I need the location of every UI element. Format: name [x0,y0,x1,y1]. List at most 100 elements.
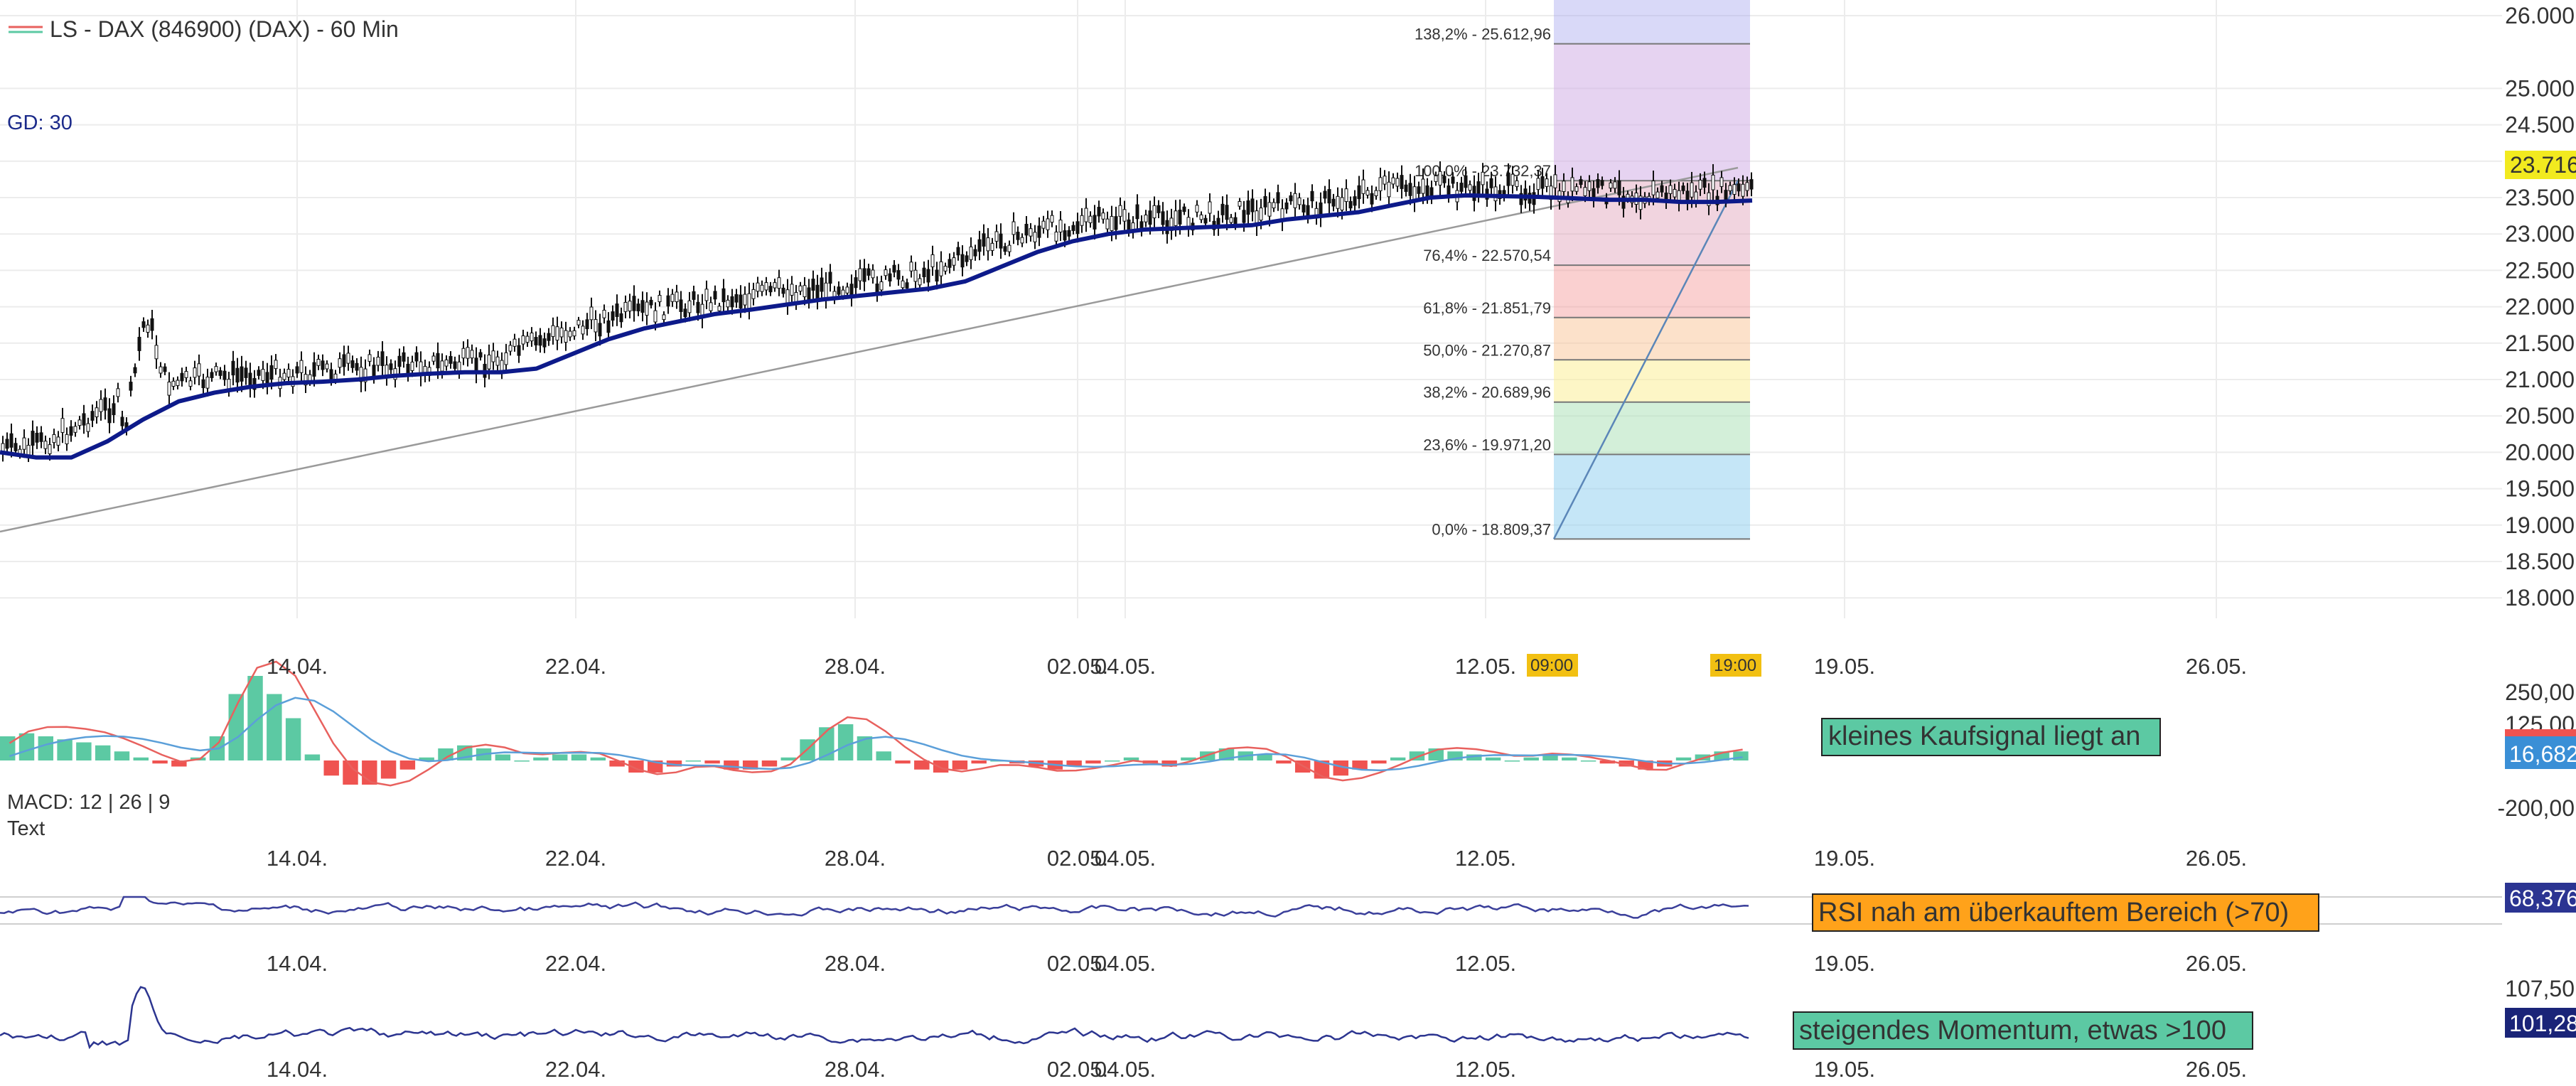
candle-body [1152,205,1156,219]
candle-body [1579,179,1583,186]
candle-body [1621,195,1626,209]
x-tick-label: 02.05. [1047,951,1108,976]
candle-body [866,268,871,276]
candle-body [1378,177,1383,191]
x-tick-label: 12.05. [1455,1057,1516,1082]
candle-body [1451,176,1455,184]
candle-body [1553,174,1557,188]
macd-histogram-bar [399,760,416,770]
candle-body [1220,203,1225,215]
macd-histogram-bar [1599,760,1616,764]
candle-body [167,382,171,396]
candle-body [342,354,346,367]
candle-body [589,306,594,321]
candle-body [547,333,551,341]
x-tick-label: 22.04. [545,1057,606,1082]
macd-histogram-bar [1105,760,1120,762]
candle-body [508,345,512,352]
candle-body [1400,175,1404,189]
macd-histogram-bar [438,748,454,760]
candle-body [466,347,470,359]
fib-zone [1554,360,1750,402]
fib-zone [1554,265,1750,318]
candle-body [218,370,222,376]
candle-body [854,277,858,289]
price-y-tick: 22.000 [2505,294,2575,320]
macd-histogram-bar [552,754,568,760]
candle-body [658,295,662,303]
macd-histogram-bar [971,760,987,764]
candle-body [1464,175,1468,188]
candle-body [645,301,649,316]
candle-body [534,337,538,345]
candle-body [1711,174,1715,190]
candle-body [649,299,653,306]
candle-body [316,359,321,366]
candle-body [935,269,939,282]
candle-body [188,380,193,387]
candle-body [1144,215,1148,222]
candle-body [1088,215,1093,223]
candle-body [1011,221,1016,235]
candle-body [1246,200,1250,215]
candlesticks [1,161,1754,463]
candle-body [1694,191,1698,202]
candle-body [235,367,240,383]
candle-body [521,335,525,345]
x-tick-label: 14.04. [267,951,328,976]
candle-body [1058,220,1063,232]
price-y-tick: 22.500 [2505,257,2575,283]
candle-body [623,301,628,312]
candle-body [257,370,261,376]
fib-level-label: 23,6% - 19.971,20 [1423,436,1551,453]
x-tick-label: 26.05. [2186,951,2247,976]
candle-body [1668,185,1673,194]
price-badge-text: 23.716 [2510,152,2576,178]
macd-y-tick: 250,00 [2505,679,2575,705]
x-tick-label: 12.05. [1455,654,1516,679]
candle-body [717,306,721,311]
candle-body [943,266,948,272]
rsi-value-badge [2505,883,2576,913]
candle-body [1105,218,1110,230]
candle-body [1617,180,1621,195]
candle-body [704,289,709,301]
momentum-annotation-box [1793,1011,2253,1050]
candle-body [1737,183,1741,192]
candle-body [1148,210,1152,225]
macd-annotation-box [1821,718,2161,756]
candle-body [9,433,14,448]
candle-body [905,282,909,289]
candle-body [1698,179,1702,190]
candle-body [743,294,747,306]
candle-body [325,363,329,370]
candle-body [896,270,901,280]
candle-body [299,360,304,373]
rsi-value-text: 68,376 [2509,886,2576,911]
candle-body [675,291,679,302]
candle-body [1225,205,1229,220]
candle-body [1306,205,1310,217]
candle-body [986,237,990,252]
candle-body [1024,223,1029,236]
ma-label: GD: 30 [7,112,73,134]
candle-body [1357,185,1361,200]
candle-body [1020,237,1024,244]
macd-histogram-bar [1161,760,1177,767]
candle-body [858,268,862,281]
candle-body [1374,190,1378,196]
candle-body [653,310,658,323]
x-tick-label: 26.05. [2186,846,2247,871]
candle-body [756,282,760,292]
candle-body [662,314,666,321]
candle-body [1540,176,1545,189]
macd-histogram-bar [1523,757,1539,760]
candle-body [581,326,585,335]
candle-body [1203,217,1208,224]
macd-histogram-bar [1066,760,1082,767]
candle-body [440,360,444,372]
x-tick-label: 04.05. [1095,846,1156,871]
candle-body [602,309,606,318]
rsi-annotation-box [1812,893,2319,932]
candle-body [86,423,90,432]
